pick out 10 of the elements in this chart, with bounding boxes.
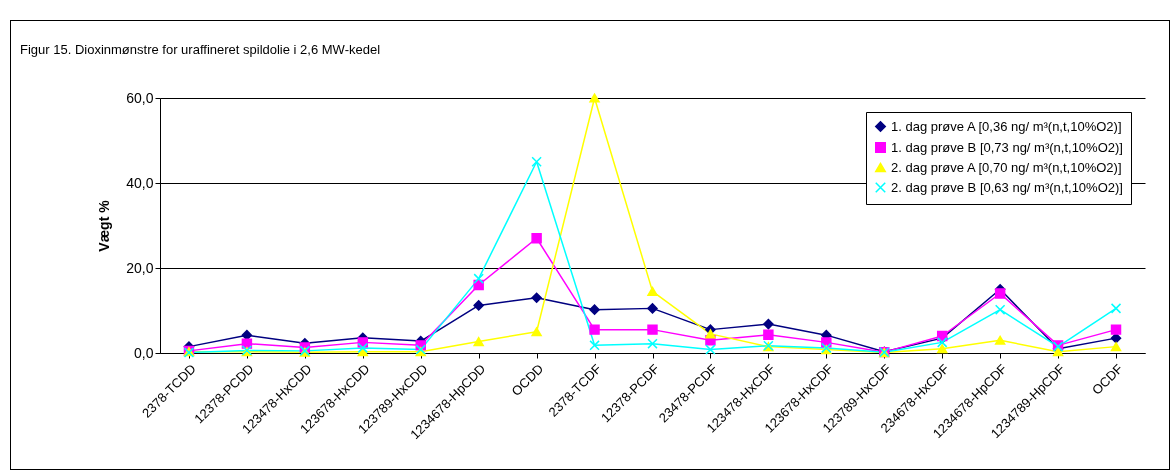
y-tick-label: 0,0 <box>134 344 154 361</box>
y-axis-title: Vægt % <box>96 199 113 252</box>
legend-label: 1. dag prøve A [0,36 ng/ m³(n,t,10%O2)] <box>891 118 1122 134</box>
legend-label: 2. dag prøve B [0,63 ng/ m³(n,t,10%O2)] <box>891 179 1123 195</box>
y-tick-label: 20,0 <box>126 259 154 276</box>
y-tick-label: 60,0 <box>126 89 154 106</box>
chart-title: Figur 15. Dioxinmønstre for uraffineret spildolie i 2,6 MW-kedel <box>20 42 381 57</box>
legend-label: 2. dag prøve A [0,70 ng/ m³(n,t,10%O2)] <box>891 159 1122 175</box>
y-tick-label: 40,0 <box>126 174 154 191</box>
legend-label: 1. dag prøve B [0,73 ng/ m³(n,t,10%O2)] <box>891 139 1123 155</box>
